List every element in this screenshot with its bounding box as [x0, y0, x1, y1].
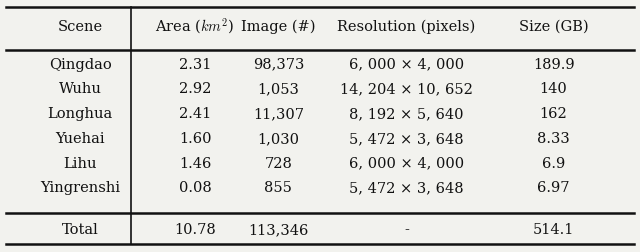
Text: Longhua: Longhua [47, 107, 113, 121]
Text: 8, 192 × 5, 640: 8, 192 × 5, 640 [349, 107, 463, 121]
Text: 189.9: 189.9 [532, 57, 575, 71]
Text: 0.08: 0.08 [179, 181, 212, 195]
Text: 140: 140 [540, 82, 568, 96]
Text: 514.1: 514.1 [533, 222, 574, 236]
Text: Image (#): Image (#) [241, 19, 316, 34]
Text: 728: 728 [264, 156, 292, 170]
Text: 10.78: 10.78 [174, 222, 216, 236]
Text: 6.97: 6.97 [538, 181, 570, 195]
Text: 6, 000 × 4, 000: 6, 000 × 4, 000 [349, 57, 464, 71]
Text: Area ($km^2$): Area ($km^2$) [156, 17, 235, 36]
Text: 11,307: 11,307 [253, 107, 304, 121]
Text: -: - [404, 222, 409, 236]
Text: Yuehai: Yuehai [55, 131, 105, 145]
Text: 6, 000 × 4, 000: 6, 000 × 4, 000 [349, 156, 464, 170]
Text: 855: 855 [264, 181, 292, 195]
Text: Yingrenshi: Yingrenshi [40, 181, 120, 195]
Text: 2.41: 2.41 [179, 107, 211, 121]
Text: Resolution (pixels): Resolution (pixels) [337, 19, 476, 34]
Text: 162: 162 [540, 107, 568, 121]
Text: Wuhu: Wuhu [59, 82, 101, 96]
Text: 1.46: 1.46 [179, 156, 211, 170]
Text: 2.31: 2.31 [179, 57, 211, 71]
Text: Scene: Scene [58, 19, 102, 34]
Text: 6.9: 6.9 [542, 156, 565, 170]
Text: 2.92: 2.92 [179, 82, 211, 96]
Text: 8.33: 8.33 [537, 131, 570, 145]
Text: 1,053: 1,053 [257, 82, 300, 96]
Text: 14, 204 × 10, 652: 14, 204 × 10, 652 [340, 82, 473, 96]
Text: Total: Total [61, 222, 99, 236]
Text: 5, 472 × 3, 648: 5, 472 × 3, 648 [349, 131, 464, 145]
Text: Lihu: Lihu [63, 156, 97, 170]
Text: Size (GB): Size (GB) [519, 19, 588, 34]
Text: 98,373: 98,373 [253, 57, 304, 71]
Text: 1,030: 1,030 [257, 131, 300, 145]
Text: Qingdao: Qingdao [49, 57, 111, 71]
Text: 5, 472 × 3, 648: 5, 472 × 3, 648 [349, 181, 464, 195]
Text: 1.60: 1.60 [179, 131, 211, 145]
Text: 113,346: 113,346 [248, 222, 308, 236]
